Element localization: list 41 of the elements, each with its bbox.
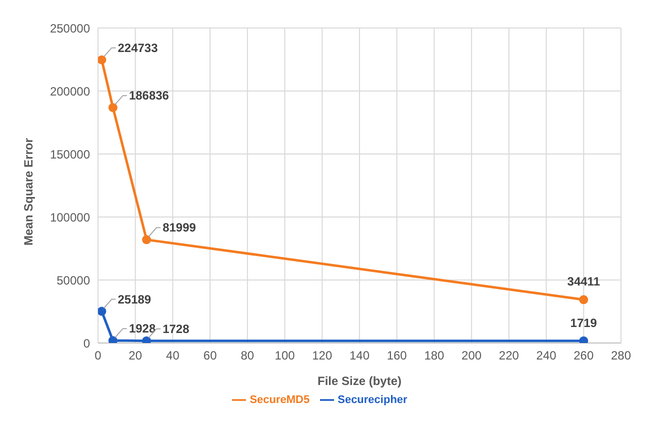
- y-tick-label: 200000: [50, 84, 90, 98]
- data-label: 81999: [162, 220, 196, 235]
- point: [579, 295, 588, 304]
- data-label: 1928: [128, 322, 156, 336]
- data-label: 25189: [118, 292, 152, 306]
- x-tick-label: 160: [386, 348, 408, 363]
- x-tick-label: 220: [498, 348, 520, 363]
- x-tick-label: 280: [610, 348, 632, 363]
- y-tick-label: 250000: [50, 21, 90, 36]
- x-tick-label: 260: [574, 348, 594, 363]
- data-label: 34411: [567, 274, 600, 289]
- legend-label: Securecipher: [338, 394, 408, 406]
- x-tick-label: 60: [203, 348, 218, 363]
- x-tick-label: 180: [424, 348, 445, 363]
- x-tick-label: 80: [240, 348, 254, 363]
- point: [98, 55, 106, 64]
- point: [98, 306, 106, 316]
- y-tick-label: 50000: [56, 273, 90, 288]
- data-label: 1728: [162, 322, 190, 336]
- point: [108, 103, 118, 112]
- x-tick-label: 100: [274, 348, 296, 363]
- y-tick-label: 100000: [50, 210, 90, 224]
- data-label: 186836: [128, 88, 170, 103]
- point: [108, 336, 118, 343]
- x-tick-label: 200: [462, 348, 482, 363]
- data-label: 1719: [570, 316, 598, 330]
- x-tick-label: 240: [536, 348, 557, 363]
- data-label: 224733: [118, 40, 158, 55]
- x-tick-label: 0: [94, 348, 102, 363]
- y-axis-title: Mean Square Error: [21, 138, 36, 246]
- point: [142, 235, 152, 244]
- x-axis-title: File Size (byte): [317, 374, 402, 388]
- x-tick-label: 40: [166, 348, 180, 363]
- legend-label: SecureMD5: [250, 394, 310, 406]
- x-tick-label: 140: [349, 348, 370, 363]
- x-tick-label: 120: [312, 348, 332, 363]
- y-tick-label: 150000: [50, 147, 90, 162]
- x-tick-label: 20: [128, 348, 142, 363]
- y-tick-label: 0: [83, 336, 90, 350]
- point: [579, 336, 588, 343]
- point: [142, 336, 152, 343]
